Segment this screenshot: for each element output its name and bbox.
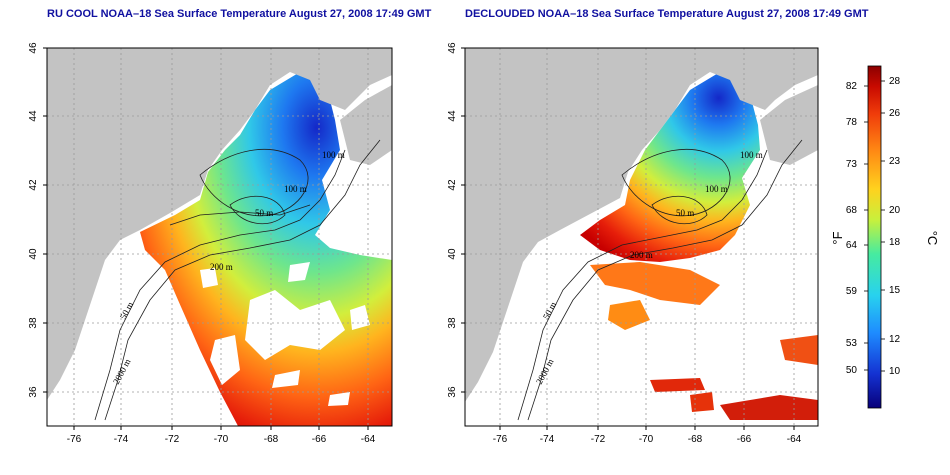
fahrenheit-tick: 78 — [846, 117, 858, 128]
y-tick-label: 38 — [447, 317, 458, 329]
fahrenheit-tick: 59 — [846, 286, 858, 297]
contour-label-200m: 200 m — [630, 250, 653, 260]
y-tick-label: 42 — [28, 179, 39, 191]
x-tick-label: -70 — [214, 434, 229, 445]
x-tick-label: -76 — [67, 434, 82, 445]
colorbar-ticks — [864, 80, 885, 372]
contour-label-50m: 50 m — [676, 208, 694, 218]
x-tick-label: -74 — [540, 434, 555, 445]
celsius-tick: 15 — [889, 285, 901, 296]
y-tick-label: 36 — [28, 386, 39, 398]
y-tick-label: 42 — [447, 179, 458, 191]
celsius-tick: 12 — [889, 334, 901, 345]
sst-field — [580, 62, 778, 262]
x-tick-label: -72 — [591, 434, 606, 445]
land-mass — [47, 48, 392, 400]
x-tick-label: -64 — [361, 434, 376, 445]
celsius-tick: 28 — [889, 76, 901, 87]
celsius-tick: 26 — [889, 108, 901, 119]
x-tick-label: -68 — [264, 434, 279, 445]
right-map-frame — [464, 47, 819, 427]
fahrenheit-tick: 50 — [846, 365, 858, 376]
fahrenheit-tick: 73 — [846, 159, 858, 170]
y-tick-label: 46 — [447, 42, 458, 54]
y-tick-label: 44 — [447, 110, 458, 122]
celsius-tick: 18 — [889, 237, 901, 248]
sst-patch-small — [690, 392, 714, 412]
sst-patch-southeast — [720, 395, 818, 420]
coastal-land — [340, 85, 392, 165]
x-tick-label: -64 — [787, 434, 802, 445]
y-tick-label: 40 — [447, 248, 458, 260]
y-tick-label: 38 — [28, 317, 39, 329]
left-axis-ticks — [43, 47, 369, 430]
y-tick-label: 44 — [28, 110, 39, 122]
contour-label-100m-a: 100 m — [740, 150, 763, 160]
sst-patch-east — [780, 335, 818, 365]
y-tick-label: 40 — [28, 248, 39, 260]
bathymetry-contours — [517, 139, 803, 421]
celsius-tick: 23 — [889, 156, 901, 167]
coastal-land — [760, 85, 818, 165]
x-tick-label: -72 — [165, 434, 180, 445]
temperature-colorbar: 82 78 73 68 64 59 53 50 28 26 23 20 18 1… — [830, 65, 940, 409]
fahrenheit-tick: 68 — [846, 205, 858, 216]
contour-label-100m-b: 100 m — [284, 184, 307, 194]
y-tick-label: 46 — [28, 42, 39, 54]
x-tick-label: -66 — [312, 434, 327, 445]
colorbar-gradient — [867, 65, 882, 409]
sst-patch-offshore — [590, 262, 720, 305]
left-map-panel: 200 m 100 m 100 m 50 m 50 m 2000 m -76 -… — [28, 42, 393, 445]
fahrenheit-tick: 53 — [846, 338, 858, 349]
y-tick-label: 36 — [447, 386, 458, 398]
x-tick-label: -70 — [639, 434, 654, 445]
contour-label-50m: 50 m — [255, 208, 273, 218]
cloud-mask — [200, 262, 370, 406]
right-axis-ticks — [461, 47, 795, 430]
celsius-unit-label: °C — [925, 231, 940, 246]
left-map-frame — [46, 47, 393, 427]
celsius-tick: 10 — [889, 366, 901, 377]
x-tick-label: -66 — [737, 434, 752, 445]
land-mass — [465, 48, 818, 402]
contour-label-200m: 200 m — [210, 262, 233, 272]
celsius-tick: 20 — [889, 205, 901, 216]
fahrenheit-tick: 64 — [846, 240, 858, 251]
sst-patch-mid — [608, 300, 650, 330]
fahrenheit-tick: 82 — [846, 81, 858, 92]
right-map-panel: 100 m 100 m 50 m 200 m 50 m 2000 m -76 -… — [447, 42, 819, 445]
contour-label-100m-a: 100 m — [322, 150, 345, 160]
contour-label-100m-b: 100 m — [705, 184, 728, 194]
left-map-title: RU COOL NOAA–18 Sea Surface Temperature … — [47, 8, 432, 20]
fahrenheit-unit-label: °F — [830, 231, 845, 244]
x-tick-label: -74 — [114, 434, 129, 445]
right-map-title: DECLOUDED NOAA–18 Sea Surface Temperatur… — [465, 8, 869, 20]
bathymetry-contours — [94, 139, 381, 421]
sst-patch-south — [650, 378, 705, 392]
x-tick-label: -76 — [493, 434, 508, 445]
graticule — [47, 48, 392, 426]
x-tick-label: -68 — [688, 434, 703, 445]
graticule — [465, 48, 818, 426]
